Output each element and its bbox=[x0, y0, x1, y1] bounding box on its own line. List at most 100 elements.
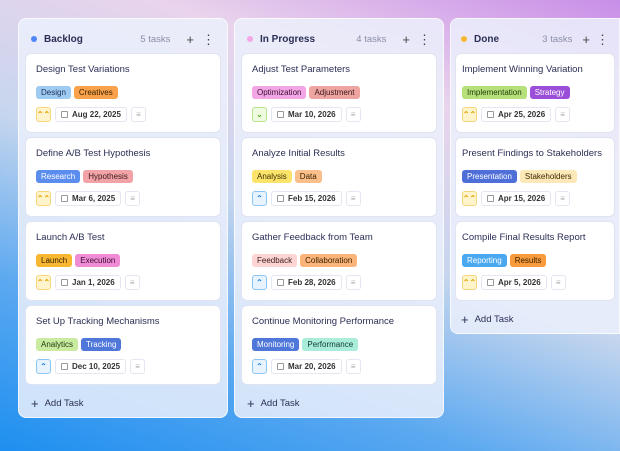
task-card[interactable]: Continue Monitoring Performance Monitori… bbox=[241, 305, 437, 385]
column-header: In Progress 4 tasks + ⋮ bbox=[241, 25, 437, 53]
column-backlog: Backlog 5 tasks + ⋮ Design Test Variatio… bbox=[18, 18, 228, 418]
priority-medium-icon[interactable]: ⌃ bbox=[252, 275, 267, 290]
more-options-icon[interactable]: ⋮ bbox=[418, 31, 431, 47]
priority-medium-icon[interactable]: ⌃ bbox=[36, 359, 51, 374]
task-card[interactable]: Implement Winning Variation Implementati… bbox=[455, 53, 615, 133]
description-icon[interactable]: ≡ bbox=[345, 359, 361, 374]
card-footer: ⌃⌃ Jan 1, 2026 ≡ bbox=[36, 275, 210, 290]
due-date-text: Jan 1, 2026 bbox=[72, 278, 115, 287]
priority-high-icon[interactable]: ⌃⌃ bbox=[462, 275, 477, 290]
tag: Performance bbox=[302, 338, 359, 351]
due-date-text: Apr 5, 2026 bbox=[498, 278, 541, 287]
priority-high-icon[interactable]: ⌃⌃ bbox=[462, 107, 477, 122]
tag: Hypothesis bbox=[83, 170, 133, 183]
tag: Data bbox=[294, 170, 322, 183]
due-date[interactable]: Aug 22, 2025 bbox=[55, 107, 127, 122]
calendar-icon bbox=[61, 279, 68, 286]
task-title: Present Findings to Stakeholders bbox=[462, 148, 602, 159]
tag-list: Monitoring Performance bbox=[252, 338, 426, 351]
priority-medium-icon[interactable]: ⌃ bbox=[252, 191, 267, 206]
due-date[interactable]: Dec 10, 2025 bbox=[55, 359, 127, 374]
task-title: Launch A/B Test bbox=[36, 232, 105, 243]
task-card[interactable]: Compile Final Results Report Reporting Re… bbox=[455, 221, 615, 301]
description-icon[interactable]: ≡ bbox=[130, 359, 146, 374]
due-date[interactable]: Feb 15, 2026 bbox=[271, 191, 342, 206]
due-date-text: Mar 6, 2025 bbox=[72, 194, 116, 203]
add-task-button[interactable]: + Add Task bbox=[241, 389, 437, 417]
calendar-icon bbox=[487, 195, 494, 202]
description-icon[interactable]: ≡ bbox=[555, 191, 571, 206]
tag-list: Launch Execution bbox=[36, 254, 210, 267]
description-icon[interactable]: ≡ bbox=[124, 275, 140, 290]
tag: Collaboration bbox=[300, 254, 358, 267]
due-date[interactable]: Apr 15, 2026 bbox=[481, 191, 552, 206]
add-task-button[interactable]: + Add Task bbox=[25, 389, 221, 417]
priority-high-icon[interactable]: ⌃⌃ bbox=[462, 191, 477, 206]
more-options-icon[interactable]: ⋮ bbox=[202, 31, 215, 47]
due-date[interactable]: Feb 28, 2026 bbox=[271, 275, 342, 290]
task-card[interactable]: Adjust Test Parameters Optimization Adjus… bbox=[241, 53, 437, 133]
more-options-icon[interactable]: ⋮ bbox=[596, 31, 609, 47]
priority-low-icon[interactable]: ⌄ bbox=[252, 107, 267, 122]
due-date[interactable]: Mar 10, 2026 bbox=[271, 107, 342, 122]
description-icon[interactable]: ≡ bbox=[345, 191, 361, 206]
task-card[interactable]: Design Test Variations Design Creatives ⌃… bbox=[25, 53, 221, 133]
due-date-text: Mar 20, 2026 bbox=[288, 362, 336, 371]
description-icon[interactable]: ≡ bbox=[550, 275, 566, 290]
description-icon[interactable]: ≡ bbox=[345, 107, 361, 122]
card-footer: ⌃⌃ Mar 6, 2025 ≡ bbox=[36, 191, 210, 206]
column-header: Backlog 5 tasks + ⋮ bbox=[25, 25, 221, 53]
tag: Creatives bbox=[73, 86, 118, 99]
due-date[interactable]: Apr 25, 2026 bbox=[481, 107, 552, 122]
task-card[interactable]: Define A/B Test Hypothesis Research Hypot… bbox=[25, 137, 221, 217]
card-footer: ⌃ Feb 28, 2026 ≡ bbox=[252, 275, 426, 290]
priority-high-icon[interactable]: ⌃⌃ bbox=[36, 107, 51, 122]
calendar-icon bbox=[277, 195, 284, 202]
column-title: Backlog bbox=[44, 33, 83, 45]
card-list: Implement Winning Variation Implementati… bbox=[455, 53, 615, 301]
add-icon[interactable]: + bbox=[582, 31, 590, 47]
add-task-button[interactable]: + Add Task bbox=[455, 305, 615, 333]
description-icon[interactable]: ≡ bbox=[125, 191, 141, 206]
calendar-icon bbox=[277, 111, 284, 118]
due-date[interactable]: Mar 6, 2025 bbox=[55, 191, 122, 206]
task-title: Gather Feedback from Team bbox=[252, 232, 373, 243]
priority-high-icon[interactable]: ⌃⌃ bbox=[36, 191, 51, 206]
add-icon[interactable]: + bbox=[186, 31, 194, 47]
calendar-icon bbox=[277, 363, 284, 370]
description-icon[interactable]: ≡ bbox=[345, 275, 361, 290]
task-card[interactable]: Analyze Initial Results Analysis Data ⌃ F… bbox=[241, 137, 437, 217]
task-title: Define A/B Test Hypothesis bbox=[36, 148, 151, 159]
tag-list: Presentation Stakeholders bbox=[462, 170, 608, 183]
description-icon[interactable]: ≡ bbox=[130, 107, 146, 122]
task-title: Set Up Tracking Mechanisms bbox=[36, 316, 160, 327]
priority-medium-icon[interactable]: ⌃ bbox=[252, 359, 267, 374]
card-footer: ⌃ Dec 10, 2025 ≡ bbox=[36, 359, 210, 374]
card-footer: ⌃ Feb 15, 2026 ≡ bbox=[252, 191, 426, 206]
task-card[interactable]: Launch A/B Test Launch Execution ⌃⌃ Jan 1… bbox=[25, 221, 221, 301]
description-icon[interactable]: ≡ bbox=[555, 107, 571, 122]
tag: Analytics bbox=[36, 338, 79, 351]
tag: Research bbox=[36, 170, 81, 183]
due-date-text: Apr 15, 2026 bbox=[498, 194, 546, 203]
due-date-text: Aug 22, 2025 bbox=[72, 110, 121, 119]
task-title: Compile Final Results Report bbox=[462, 232, 586, 243]
due-date[interactable]: Jan 1, 2026 bbox=[55, 275, 121, 290]
task-title: Implement Winning Variation bbox=[462, 64, 583, 75]
tag: Strategy bbox=[529, 86, 570, 99]
tag: Tracking bbox=[81, 338, 122, 351]
priority-high-icon[interactable]: ⌃⌃ bbox=[36, 275, 51, 290]
calendar-icon bbox=[487, 279, 494, 286]
tag-list: Implementation Strategy bbox=[462, 86, 608, 99]
calendar-icon bbox=[61, 363, 68, 370]
tag: Reporting bbox=[462, 254, 507, 267]
due-date[interactable]: Apr 5, 2026 bbox=[481, 275, 547, 290]
add-icon[interactable]: + bbox=[402, 31, 410, 47]
due-date[interactable]: Mar 20, 2026 bbox=[271, 359, 342, 374]
plus-icon: + bbox=[247, 395, 255, 411]
due-date-text: Mar 10, 2026 bbox=[288, 110, 336, 119]
task-card[interactable]: Set Up Tracking Mechanisms Analytics Trac… bbox=[25, 305, 221, 385]
column-title: Done bbox=[474, 33, 499, 45]
task-card[interactable]: Gather Feedback from Team Feedback Collab… bbox=[241, 221, 437, 301]
task-card[interactable]: Present Findings to Stakeholders Present… bbox=[455, 137, 615, 217]
